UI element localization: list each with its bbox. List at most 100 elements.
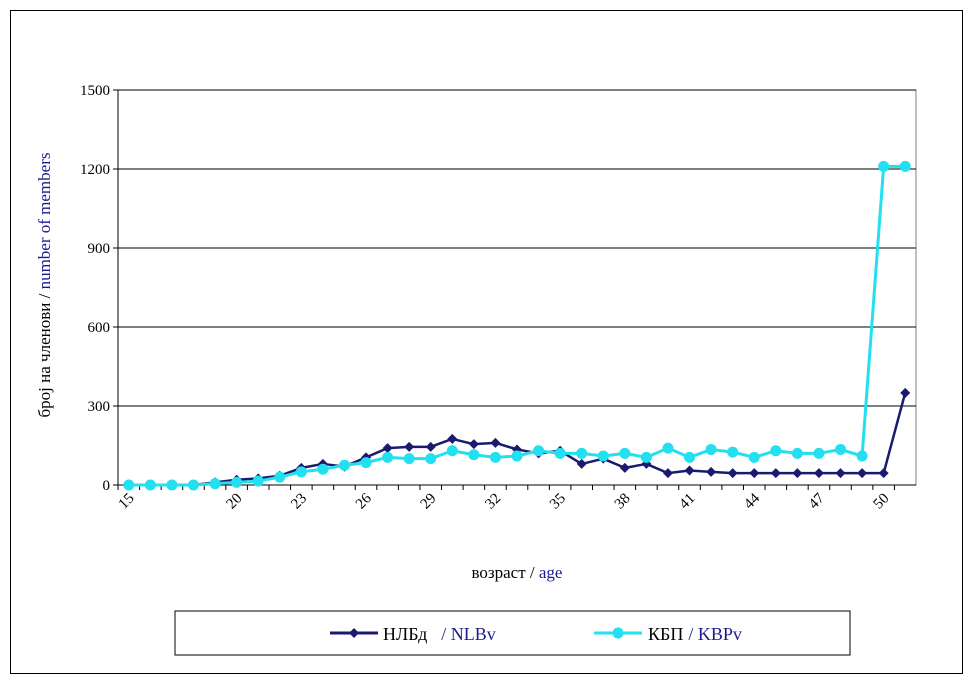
- data-point: [252, 475, 264, 487]
- grid-lines: [117, 89, 916, 486]
- data-point: [511, 450, 523, 462]
- legend-label-kbpv-part1: КБП: [648, 624, 683, 644]
- x-tick-label: 38: [612, 491, 634, 513]
- series-1: [123, 160, 911, 491]
- chart-frame: [10, 10, 963, 674]
- x-axis-label-part1: возраст /: [472, 563, 539, 582]
- x-tick-label: 32: [482, 491, 504, 513]
- x-tick-label: 50: [871, 491, 893, 513]
- data-point: [727, 468, 738, 479]
- data-point: [619, 447, 631, 459]
- data-point: [878, 468, 889, 479]
- plot-area: [117, 89, 917, 486]
- data-point: [317, 463, 329, 475]
- data-point: [900, 387, 911, 398]
- data-point: [403, 453, 415, 465]
- data-point: [468, 439, 479, 450]
- data-point: [640, 451, 652, 463]
- y-tick-label: 900: [88, 241, 111, 257]
- data-point: [748, 451, 760, 463]
- data-point: [706, 466, 717, 477]
- data-point: [662, 442, 674, 454]
- data-point: [274, 471, 286, 483]
- data-point: [770, 468, 781, 479]
- data-point: [231, 476, 243, 488]
- y-tick-label: 0: [103, 478, 111, 494]
- x-tick-label: 20: [224, 491, 246, 513]
- data-point: [856, 450, 868, 462]
- data-point: [857, 468, 868, 479]
- data-point: [295, 466, 307, 478]
- data-point: [899, 160, 911, 172]
- data-point: [705, 443, 717, 455]
- series-layer: [123, 160, 911, 491]
- data-point: [835, 468, 846, 479]
- data-point: [187, 479, 199, 491]
- y-axis-label-part1: број на членови /: [35, 289, 54, 417]
- legend: НЛБд / NLBv КБП / KBPv: [174, 610, 851, 656]
- data-point: [490, 437, 501, 448]
- data-point: [791, 447, 803, 459]
- data-point: [576, 447, 588, 459]
- data-point: [338, 459, 350, 471]
- x-tick-label: 26: [353, 490, 375, 512]
- data-point: [835, 443, 847, 455]
- legend-entry-nlbv: НЛБд / NLBv: [330, 624, 496, 644]
- data-point: [425, 453, 437, 465]
- data-point: [144, 479, 156, 491]
- data-point: [382, 451, 394, 463]
- data-point: [813, 447, 825, 459]
- data-point: [447, 433, 458, 444]
- legend-label-nlbv-part2: / NLBv: [441, 624, 496, 644]
- data-point: [209, 478, 221, 490]
- legend-box: [174, 610, 851, 656]
- data-point: [597, 450, 609, 462]
- data-point: [770, 445, 782, 457]
- data-point: [619, 462, 630, 473]
- x-tick-label: 29: [418, 491, 440, 513]
- x-tick-label: 44: [741, 490, 763, 512]
- x-tick-label: 23: [288, 491, 310, 513]
- data-point: [554, 447, 566, 459]
- x-tick-label: 47: [806, 490, 828, 512]
- data-point: [489, 451, 501, 463]
- x-axis-label: возраст / age: [472, 563, 563, 582]
- data-point: [404, 441, 415, 452]
- y-tick-label: 1500: [80, 83, 110, 99]
- x-tick-label: 15: [116, 491, 138, 513]
- data-point: [576, 458, 587, 469]
- y-tick-label: 300: [88, 399, 111, 415]
- data-point: [425, 441, 436, 452]
- data-point: [533, 445, 545, 457]
- legend-label-nlbv: НЛБд / NLBv: [383, 624, 496, 644]
- x-tick-label: 41: [676, 491, 698, 513]
- data-point: [360, 457, 372, 469]
- y-axis-label-part2: number of members: [35, 153, 54, 290]
- y-tick-label: 1200: [80, 162, 110, 178]
- data-point: [446, 445, 458, 457]
- data-point: [684, 465, 695, 476]
- data-point: [166, 479, 178, 491]
- data-point: [662, 468, 673, 479]
- data-point: [684, 451, 696, 463]
- legend-label-kbpv: КБП / KBPv: [648, 624, 742, 644]
- data-point: [727, 446, 739, 458]
- data-point: [878, 160, 890, 172]
- y-tick-label: 600: [88, 320, 111, 336]
- legend-entry-kbpv: КБП / KBPv: [594, 624, 742, 644]
- legend-marker-kbpv: [612, 627, 624, 639]
- y-axis-label: број на членови / number of members: [35, 153, 54, 418]
- data-point: [382, 443, 393, 454]
- data-point: [468, 449, 480, 461]
- data-point: [123, 479, 135, 491]
- x-axis-label-part2: age: [539, 563, 563, 582]
- legend-label-nlbv-part1: НЛБд: [383, 624, 427, 644]
- x-tick-label: 35: [547, 491, 569, 513]
- data-point: [749, 468, 760, 479]
- x-tick-labels: 15 20 23 26 29 32 35 38 41 44 47 50: [116, 485, 895, 512]
- legend-marker-nlbv: [349, 628, 359, 638]
- legend-label-kbpv-part2: / KBPv: [688, 624, 742, 644]
- data-point: [792, 468, 803, 479]
- data-point: [813, 468, 824, 479]
